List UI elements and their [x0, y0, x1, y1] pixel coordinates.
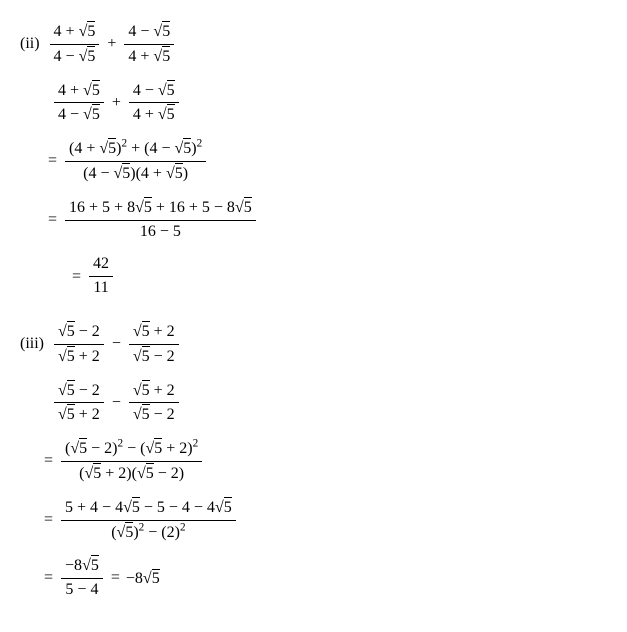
fraction: 5 − 25 + 2 [54, 320, 104, 369]
denominator: 4 − 5 [50, 45, 100, 69]
equals-sign: = [44, 569, 53, 587]
fraction: 4 − 54 + 5 [129, 79, 179, 128]
problem-label: (ii) [20, 35, 40, 53]
numerator: 16 + 5 + 85 + 16 + 5 − 85 [65, 196, 256, 221]
math-line: 5 − 25 + 2−5 + 25 − 2 [52, 379, 607, 428]
math-text: −85 [126, 569, 160, 588]
math-line: = 5 + 4 − 45 − 5 − 4 − 45(5)2 − (2)2 [44, 496, 607, 545]
numerator: 5 − 2 [54, 320, 104, 345]
denominator: 4 − 5 [54, 103, 104, 127]
denominator: 4 + 5 [124, 45, 174, 69]
fraction: −855 − 4 [61, 554, 103, 602]
numerator: 42 [89, 253, 113, 277]
numerator: (5 − 2)2 − (5 + 2)2 [61, 437, 202, 462]
math-line: = 16 + 5 + 85 + 16 + 5 − 8516 − 5 [48, 196, 607, 244]
denominator: 11 [89, 277, 112, 300]
fraction: (5 − 2)2 − (5 + 2)2(5 + 2)(5 − 2) [61, 437, 202, 486]
numerator: 4 − 5 [129, 79, 179, 104]
problem: (ii)4 + 54 − 5+4 − 54 + 54 + 54 − 5+4 − … [20, 20, 607, 300]
math-line: (ii)4 + 54 − 5+4 − 54 + 5 [20, 20, 607, 69]
operator: − [112, 394, 121, 412]
denominator: 5 − 2 [129, 403, 179, 427]
math-line: =−855 − 4=−85 [44, 554, 607, 602]
fraction: (4 + 5)2 + (4 − 5)2(4 − 5)(4 + 5) [65, 137, 206, 186]
operator: + [107, 35, 116, 53]
fraction: 4 + 54 − 5 [50, 20, 100, 69]
fraction: 5 − 25 + 2 [54, 379, 104, 428]
numerator: 5 + 2 [129, 379, 179, 404]
denominator: 5 − 4 [61, 579, 102, 602]
denominator: 5 + 2 [54, 345, 104, 369]
numerator: −85 [61, 554, 103, 579]
math-line: = (5 − 2)2 − (5 + 2)2(5 + 2)(5 − 2) [44, 437, 607, 486]
operator: + [112, 94, 121, 112]
fraction: 5 + 25 − 2 [129, 379, 179, 428]
denominator: 4 + 5 [129, 103, 179, 127]
numerator: 5 + 4 − 45 − 5 − 4 − 45 [61, 496, 236, 521]
math-line: = 4211 [72, 253, 607, 300]
numerator: 4 + 5 [54, 79, 104, 104]
problem: (iii)5 − 25 + 2−5 + 25 − 25 − 25 + 2−5 +… [20, 320, 607, 602]
denominator: 5 + 2 [54, 403, 104, 427]
fraction: 5 + 25 − 2 [129, 320, 179, 369]
fraction: 16 + 5 + 85 + 16 + 5 − 8516 − 5 [65, 196, 256, 244]
math-line: 4 + 54 − 5+4 − 54 + 5 [52, 79, 607, 128]
problem-label: (iii) [20, 335, 44, 353]
fraction: 4 + 54 − 5 [54, 79, 104, 128]
fraction: 4211 [89, 253, 113, 300]
numerator: 5 − 2 [54, 379, 104, 404]
denominator: (5)2 − (2)2 [107, 521, 189, 545]
operator: − [112, 335, 121, 353]
equals-sign: = [48, 152, 57, 170]
numerator: 5 + 2 [129, 320, 179, 345]
denominator: 5 − 2 [129, 345, 179, 369]
math-line: = (4 + 5)2 + (4 − 5)2(4 − 5)(4 + 5) [48, 137, 607, 186]
equals-sign: = [48, 211, 57, 229]
denominator: (5 + 2)(5 − 2) [75, 462, 188, 486]
equals-sign: = [72, 268, 81, 286]
denominator: (4 − 5)(4 + 5) [79, 162, 192, 186]
equals-sign: = [44, 511, 53, 529]
numerator: 4 + 5 [50, 20, 100, 45]
numerator: 4 − 5 [124, 20, 174, 45]
equals-sign: = [44, 452, 53, 470]
operator: = [111, 569, 120, 587]
math-line: (iii)5 − 25 + 2−5 + 25 − 2 [20, 320, 607, 369]
denominator: 16 − 5 [136, 221, 185, 244]
fraction: 5 + 4 − 45 − 5 − 4 − 45(5)2 − (2)2 [61, 496, 236, 545]
numerator: (4 + 5)2 + (4 − 5)2 [65, 137, 206, 162]
fraction: 4 − 54 + 5 [124, 20, 174, 69]
